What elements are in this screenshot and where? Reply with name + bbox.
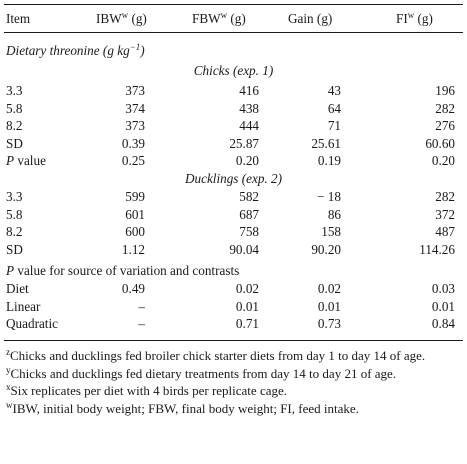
header-fbw: FBWw (g) <box>192 10 246 26</box>
header-item: Item <box>6 11 31 26</box>
cell-item: 3.3 <box>6 189 23 204</box>
table-row: 8.2 373 444 71 276 <box>0 119 467 134</box>
cell-gain: 71 <box>327 118 341 133</box>
cell-fbw: 687 <box>239 206 259 222</box>
cell-gain: − 18 <box>317 189 341 204</box>
cell-ibw: 600 <box>125 224 145 239</box>
section-dietary-threonine: Dietary threonine (g kg−1) <box>6 42 145 58</box>
cell-fi: 196 <box>435 83 455 98</box>
cell-fbw: 0.20 <box>235 153 259 168</box>
footnote-z: zChicks and ducklings fed broiler chick … <box>6 347 426 363</box>
cell-item: 5.8 <box>6 100 23 116</box>
table-row: Diet 0.49 0.02 0.02 0.03 <box>0 282 467 297</box>
table-row: 5.8 374 438 64 282 <box>0 100 467 117</box>
cell-gain: 90.20 <box>311 241 341 257</box>
cell-ibw: 0.49 <box>121 281 145 296</box>
cell-fbw: 0.71 <box>235 316 259 331</box>
header-row: Item IBWw (g) FBWw (g) Gain (g) FIw (g) <box>0 10 467 27</box>
chicks-subtitle: Chicks (exp. 1) <box>193 63 274 78</box>
table-row: 5.8 601 687 86 372 <box>0 206 467 223</box>
cell-fi: 0.01 <box>431 298 455 314</box>
cell-item: Linear <box>6 298 41 314</box>
cell-fbw: 90.04 <box>229 241 259 257</box>
cell-gain: 0.73 <box>317 316 341 331</box>
cell-fi: 282 <box>435 100 455 116</box>
cell-gain: 25.61 <box>311 135 341 151</box>
cell-gain: 0.19 <box>317 153 341 168</box>
cell-gain: 43 <box>327 83 341 98</box>
cell-ibw: 0.25 <box>121 153 145 168</box>
cell-gain: 86 <box>327 206 341 222</box>
cell-ibw: 374 <box>125 100 145 116</box>
cell-fbw: 25.87 <box>229 135 259 151</box>
cell-item: P value <box>6 153 46 168</box>
footnotes: zChicks and ducklings fed broiler chick … <box>6 347 461 418</box>
bottom-rule <box>4 340 463 341</box>
cell-fbw: 0.02 <box>235 281 259 296</box>
header-fi: FIw (g) <box>396 10 433 26</box>
cell-item: 8.2 <box>6 224 23 239</box>
header-gain: Gain (g) <box>288 11 333 26</box>
cell-fbw: 582 <box>239 189 259 204</box>
cell-ibw: 373 <box>125 118 145 133</box>
cell-item: 8.2 <box>6 118 23 133</box>
header-rule <box>4 32 463 33</box>
pvalue-section-label: P value for source of variation and cont… <box>6 263 240 278</box>
cell-fi: 114.26 <box>419 241 455 257</box>
cell-fbw: 0.01 <box>235 298 259 314</box>
cell-fi: 282 <box>435 189 455 204</box>
cell-item: Quadratic <box>6 316 58 331</box>
table-row: Linear – 0.01 0.01 0.01 <box>0 298 467 315</box>
cell-ibw: 373 <box>125 83 145 98</box>
cell-ibw: 0.39 <box>121 135 145 151</box>
table-row: 3.3 599 582 − 18 282 <box>0 190 467 205</box>
cell-fi: 0.84 <box>431 316 455 331</box>
cell-fi: 487 <box>435 224 455 239</box>
cell-ibw: 599 <box>125 189 145 204</box>
cell-item: Diet <box>6 281 29 296</box>
cell-fi: 60.60 <box>425 135 455 151</box>
table-row: 3.3 373 416 43 196 <box>0 84 467 99</box>
footnote-w: wIBW, initial body weight; FBW, final bo… <box>6 399 359 416</box>
cell-gain: 0.01 <box>317 298 341 314</box>
cell-fi: 276 <box>435 118 455 133</box>
footnote-x: xSix replicates per diet with 4 birds pe… <box>6 382 288 398</box>
cell-item: SD <box>6 241 23 257</box>
cell-item: SD <box>6 135 23 151</box>
table-row: 8.2 600 758 158 487 <box>0 225 467 240</box>
cell-ibw: – <box>138 298 145 314</box>
cell-ibw: – <box>138 316 145 331</box>
table-row: Quadratic – 0.71 0.73 0.84 <box>0 317 467 332</box>
top-rule <box>4 4 463 5</box>
section-pvalue: P value for source of variation and cont… <box>6 264 239 277</box>
cell-fi: 0.03 <box>431 281 455 296</box>
ducklings-subtitle: Ducklings (exp. 2) <box>184 171 283 186</box>
cell-fi: 0.20 <box>431 153 455 168</box>
cell-gain: 64 <box>327 100 341 116</box>
header-ibw: IBWw (g) <box>96 10 147 26</box>
cell-fbw: 444 <box>239 118 259 133</box>
footnote-y: yChicks and ducklings fed dietary treatm… <box>6 364 397 381</box>
cell-gain: 0.02 <box>317 281 341 296</box>
cell-ibw: 1.12 <box>121 241 145 257</box>
table-row: SD 1.12 90.04 90.20 114.26 <box>0 241 467 258</box>
table-row: P value 0.25 0.20 0.19 0.20 <box>0 154 467 169</box>
cell-item: 3.3 <box>6 83 23 98</box>
cell-fbw: 758 <box>239 224 259 239</box>
cell-gain: 158 <box>321 224 341 239</box>
cell-fi: 372 <box>435 206 455 222</box>
cell-fbw: 416 <box>239 83 259 98</box>
cell-fbw: 438 <box>239 100 259 116</box>
cell-item: 5.8 <box>6 206 23 222</box>
cell-ibw: 601 <box>125 206 145 222</box>
table-row: SD 0.39 25.87 25.61 60.60 <box>0 135 467 152</box>
